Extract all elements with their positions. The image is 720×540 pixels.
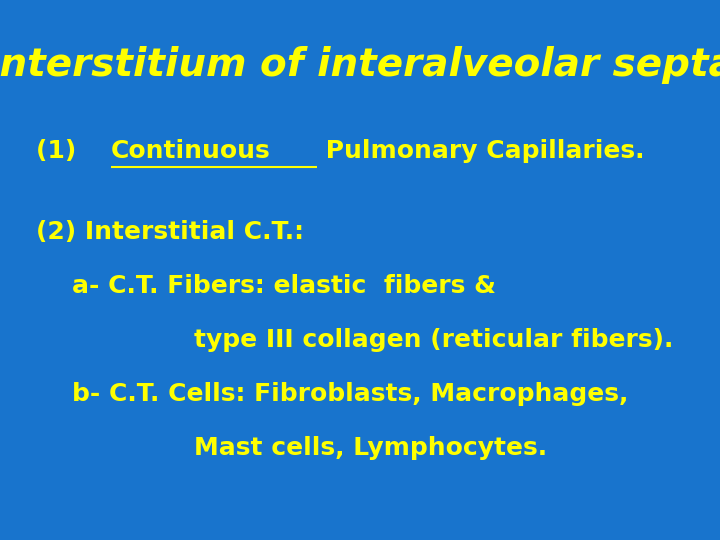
Text: Continuous: Continuous <box>110 139 270 163</box>
Text: a- C.T. Fibers: elastic  fibers &: a- C.T. Fibers: elastic fibers & <box>72 274 496 298</box>
Text: Pulmonary Capillaries.: Pulmonary Capillaries. <box>317 139 644 163</box>
Text: Interstitium of interalveolar septa: Interstitium of interalveolar septa <box>0 46 720 84</box>
Text: b- C.T. Cells: Fibroblasts, Macrophages,: b- C.T. Cells: Fibroblasts, Macrophages, <box>72 382 629 406</box>
Text: type III collagen (reticular fibers).: type III collagen (reticular fibers). <box>194 328 674 352</box>
Text: (2) Interstitial C.T.:: (2) Interstitial C.T.: <box>36 220 304 244</box>
Text: Mast cells, Lymphocytes.: Mast cells, Lymphocytes. <box>194 436 547 460</box>
Text: (1): (1) <box>36 139 94 163</box>
